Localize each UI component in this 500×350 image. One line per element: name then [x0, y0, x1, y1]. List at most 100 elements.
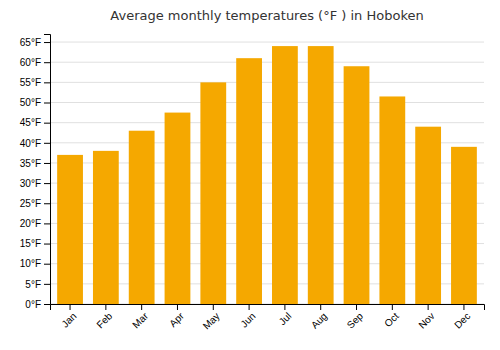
x-tick-label: Mar: [130, 310, 150, 330]
x-tick: May: [201, 304, 222, 332]
y-tick-label: 20°F: [20, 218, 41, 229]
bar: [165, 113, 191, 304]
x-tick-label: Aug: [309, 310, 329, 330]
bars: [57, 46, 477, 304]
x-tick-mark: [70, 304, 71, 310]
y-tick: 55°F: [20, 77, 50, 88]
bar: [57, 155, 83, 304]
x-tick: Jul: [277, 304, 294, 327]
y-tick-label: 50°F: [20, 97, 41, 108]
y-tick-mark: [44, 123, 50, 124]
y-tick-label: 5°F: [25, 279, 41, 290]
y-tick: 40°F: [20, 138, 50, 149]
y-tick: 15°F: [20, 238, 50, 249]
y-tick-mark: [44, 244, 50, 245]
y-tick-mark: [44, 82, 50, 83]
grid-line: [50, 82, 484, 83]
y-tick-mark: [44, 183, 50, 184]
y-tick-label: 25°F: [20, 198, 41, 209]
x-tick-mark: [284, 304, 285, 310]
bar: [272, 46, 298, 304]
y-tick: 65°F: [20, 37, 50, 48]
bar: [129, 131, 155, 304]
x-tick-mark: [356, 304, 357, 310]
y-tick-mark: [44, 203, 50, 204]
x-tick: Dec: [452, 304, 472, 331]
x-tick-mark: [320, 304, 321, 310]
x-tick-mark: [392, 304, 393, 310]
y-tick-label: 35°F: [20, 158, 41, 169]
y-tick-label: 15°F: [20, 238, 41, 249]
y-tick-mark: [44, 284, 50, 285]
x-tick: Jun: [238, 304, 257, 330]
bar: [415, 127, 441, 304]
title: Average monthly temperatures (°F ) in Ho…: [110, 8, 423, 23]
grid: [50, 42, 484, 304]
y-tick-mark: [44, 103, 50, 104]
y-tick: 30°F: [20, 178, 50, 189]
y-axis-line: [44, 35, 51, 305]
y-tick: 25°F: [20, 198, 50, 209]
y-tick: 45°F: [20, 117, 50, 128]
y-tick-mark: [44, 264, 50, 265]
y-tick-mark: [44, 163, 50, 164]
x-tick: Aug: [309, 304, 329, 331]
bar: [308, 46, 334, 304]
x-tick-label: Nov: [416, 310, 436, 330]
plot: 0°F 5°F 10°F 15°F 20°F 25°F 30°F 35°F 40°F 45°F 50…: [20, 35, 485, 332]
y-tick: 0°F: [25, 299, 50, 310]
x-tick: Feb: [94, 304, 114, 330]
x-tick-label: May: [201, 310, 222, 331]
chart: 0°F 5°F 10°F 15°F 20°F 25°F 30°F 35°F 40°F 45°F 50…: [0, 0, 500, 350]
y-tick-mark: [44, 62, 50, 63]
x-tick-mark: [213, 304, 214, 310]
x-tick: Oct: [382, 304, 401, 329]
y-tick: 10°F: [20, 258, 50, 269]
y-tick-label: 30°F: [20, 178, 41, 189]
x-tick-label: Jan: [59, 310, 78, 329]
x-tick-mark: [463, 304, 464, 310]
y-axis: 0°F 5°F 10°F 15°F 20°F 25°F 30°F 35°F 40°F 45°F 50…: [20, 35, 51, 310]
y-tick-mark: [44, 143, 50, 144]
grid-line: [50, 62, 484, 63]
y-tick-label: 65°F: [20, 37, 41, 48]
y-tick-mark: [44, 223, 50, 224]
y-tick: 5°F: [25, 279, 50, 290]
x-tick-mark: [105, 304, 106, 310]
y-tick: 50°F: [20, 97, 50, 108]
y-tick: 20°F: [20, 218, 50, 229]
x-tick-label: Jun: [238, 310, 257, 329]
y-tick: 35°F: [20, 158, 50, 169]
x-tick-mark: [428, 304, 429, 310]
x-tick-mark: [141, 304, 142, 310]
bar: [93, 151, 119, 304]
y-tick-label: 45°F: [20, 117, 41, 128]
x-tick-label: Oct: [382, 310, 401, 329]
x-tick-label: Feb: [94, 310, 114, 330]
y-tick-label: 60°F: [20, 57, 41, 68]
x-tick-label: Apr: [167, 310, 186, 329]
grid-line: [50, 42, 484, 43]
x-tick-mark: [249, 304, 250, 310]
x-tick-label: Dec: [452, 310, 472, 330]
x-axis-line: [51, 305, 485, 311]
x-tick: Sep: [345, 304, 366, 331]
y-tick: 60°F: [20, 57, 50, 68]
y-tick-mark: [44, 304, 50, 305]
grid-line: [50, 102, 484, 103]
grid-line: [50, 122, 484, 123]
x-tick-label: Jul: [277, 310, 294, 327]
x-tick: Mar: [130, 304, 150, 330]
y-tick-label: 40°F: [20, 138, 41, 149]
bar: [200, 82, 226, 304]
x-tick: Jan: [59, 304, 78, 330]
y-tick-label: 0°F: [25, 299, 41, 310]
x-tick: Apr: [167, 304, 186, 329]
bar: [379, 96, 405, 304]
bar: [344, 66, 370, 304]
x-tick: Nov: [416, 304, 436, 331]
bar: [236, 58, 262, 304]
x-tick-mark: [177, 304, 178, 310]
y-tick-mark: [44, 42, 50, 43]
bar: [451, 147, 477, 304]
